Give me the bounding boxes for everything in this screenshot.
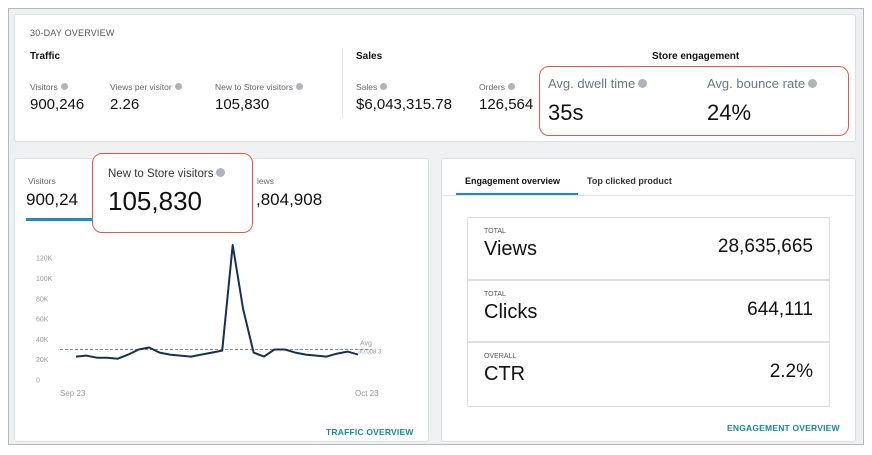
tab-visitors-underline (26, 218, 92, 221)
visitors-value: 900,246 (30, 96, 85, 113)
views-per-visitor-value: 2.26 (110, 96, 140, 113)
views-row: TOTAL Views 28,635,665 (467, 217, 830, 280)
callout-value: 105,830 (108, 186, 202, 216)
bounce-rate-label: Avg. bounce rate (707, 76, 818, 91)
tab-views-label: iews (257, 176, 275, 186)
info-icon[interactable] (638, 79, 648, 89)
tab-visitors-value: 900,24 (26, 190, 78, 209)
row-label: Views (484, 238, 537, 260)
dwell-time-label: Avg. dwell time (548, 76, 648, 91)
overview-card (14, 14, 856, 142)
callout-label: New to Store visitors (108, 168, 226, 180)
info-icon[interactable] (507, 83, 515, 91)
traffic-overview-link[interactable]: TRAFFIC OVERVIEW (326, 427, 414, 437)
new-to-store-value: 105,830 (215, 96, 270, 113)
row-label: CTR (484, 363, 526, 385)
orders-value: 126,564 (479, 96, 534, 113)
overview-title: 30-DAY OVERVIEW (30, 28, 115, 38)
section-divider (342, 48, 343, 118)
bounce-rate-value: 24% (707, 100, 752, 125)
row-small-label: OVERALL (484, 353, 517, 360)
clicks-row: TOTAL Clicks 644,111 (467, 280, 830, 342)
info-icon[interactable] (60, 83, 68, 91)
info-icon[interactable] (216, 168, 226, 178)
engagement-overview-link[interactable]: ENGAGEMENT OVERVIEW (727, 423, 840, 433)
store-engagement-heading: Store engagement (652, 51, 740, 62)
tab-visitors-label: Visitors (28, 176, 56, 186)
sales-label: Sales (356, 82, 388, 92)
engagement-highlight (539, 66, 849, 136)
tab-divider (441, 195, 856, 196)
callout-highlight (92, 153, 253, 233)
info-icon[interactable] (808, 79, 818, 89)
new-to-store-label: New to Store visitors (215, 82, 303, 92)
info-icon[interactable] (174, 83, 182, 91)
row-value: 2.2% (769, 361, 813, 382)
sales-heading: Sales (356, 51, 383, 62)
row-small-label: TOTAL (484, 291, 506, 298)
info-icon[interactable] (295, 83, 303, 91)
new-to-store-callout[interactable] (92, 153, 253, 233)
tab-engagement-overview[interactable]: Engagement overview (465, 176, 561, 186)
dwell-time-value: 35s (548, 100, 584, 125)
visitors-label: Visitors (30, 82, 68, 92)
views-per-visitor-label: Views per visitor (110, 82, 182, 92)
tab-engagement-underline (456, 193, 578, 196)
row-label: Clicks (484, 301, 538, 323)
traffic-heading: Traffic (30, 51, 61, 62)
info-icon[interactable] (380, 83, 388, 91)
row-small-label: TOTAL (484, 228, 506, 235)
row-value: 28,635,665 (717, 236, 813, 257)
row-value: 644,111 (747, 299, 813, 320)
tab-top-clicked-product[interactable]: Top clicked product (587, 176, 672, 186)
sales-value: $6,043,315.78 (356, 96, 452, 113)
orders-label: Orders (479, 82, 515, 92)
ctr-row: OVERALL CTR 2.2% (467, 342, 830, 407)
tab-views-value: ,804,908 (256, 190, 323, 209)
